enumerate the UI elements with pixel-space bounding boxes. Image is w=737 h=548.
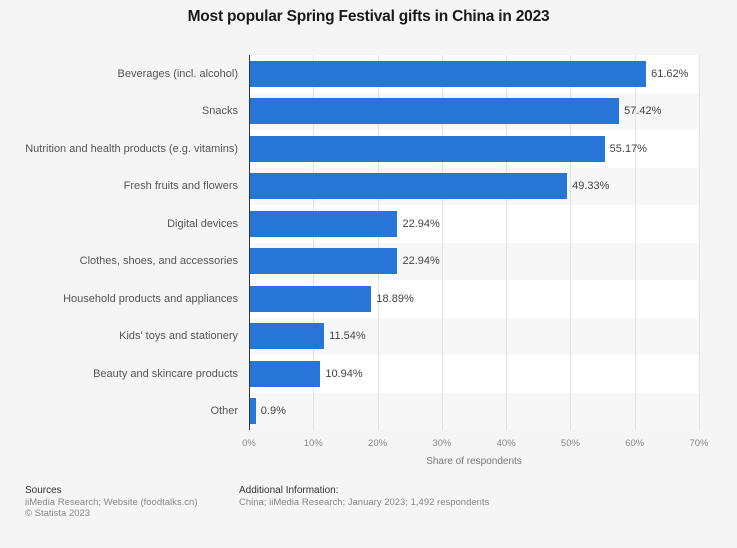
chart-title: Most popular Spring Festival gifts in Ch… [187,8,550,25]
bar[interactable] [250,360,321,387]
category-label: Snacks [201,105,238,118]
row-band [249,355,699,393]
category-label: Beverages (incl. alcohol) [117,67,238,80]
value-label: 49.33% [572,180,610,193]
bar[interactable] [250,60,647,87]
category-label: Nutrition and health products (e.g. vita… [25,142,238,155]
sources-text: iiMedia Research; Website (foodtalks.cn) [25,496,198,508]
gridline [313,55,315,430]
bar[interactable] [250,135,605,162]
category-label: Fresh fruits and flowers [123,180,238,193]
category-label: Beauty and skincare products [93,367,238,380]
x-tick-label: 0% [242,438,256,449]
x-tick-label: 20% [368,438,388,449]
additional-info-text: China; iiMedia Research; January 2023; 1… [239,496,490,508]
value-label: 22.94% [402,255,440,268]
y-axis-line [249,55,250,430]
x-tick-label: 30% [432,438,452,449]
category-label: Kids' toys and stationery [119,330,238,343]
value-label: 10.94% [325,367,363,380]
x-tick-label: 60% [625,438,645,449]
category-label: Digital devices [167,217,238,230]
bar[interactable] [250,323,325,350]
category-label: Other [210,405,238,418]
value-label: 57.42% [624,105,662,118]
x-tick-label: 70% [689,438,709,449]
sources-heading: Sources [25,485,62,496]
gridline [441,55,443,430]
gridline [377,55,379,430]
bar[interactable] [250,98,620,125]
x-tick-label: 40% [496,438,516,449]
category-label: Clothes, shoes, and accessories [79,255,238,268]
gridline [699,55,700,430]
value-label: 11.54% [329,330,366,343]
bar[interactable] [250,210,398,237]
value-label: 18.89% [376,292,414,305]
gridline [634,55,636,430]
x-tick-label: 50% [560,438,580,449]
bar[interactable] [250,173,568,200]
value-label: 61.62% [651,67,689,80]
gridline [506,55,508,430]
value-label: 55.17% [609,142,647,155]
value-label: 0.9% [260,405,286,418]
bar[interactable] [250,285,372,312]
x-axis-label: Share of respondents [426,456,522,467]
additional-info-block: Additional Information: China; iiMedia R… [239,485,489,508]
row-band [249,392,699,430]
gridline [570,55,572,430]
bar[interactable] [250,248,398,275]
x-tick-label: 10% [303,438,323,449]
category-label: Household products and appliances [63,292,238,305]
copyright-text: © Statista 2023 [25,508,91,519]
value-label: 22.94% [402,217,440,230]
sources-block: Sources iiMedia Research; Website (foodt… [25,485,197,520]
bar[interactable] [250,398,256,425]
additional-info-heading: Additional Information: [239,485,339,496]
